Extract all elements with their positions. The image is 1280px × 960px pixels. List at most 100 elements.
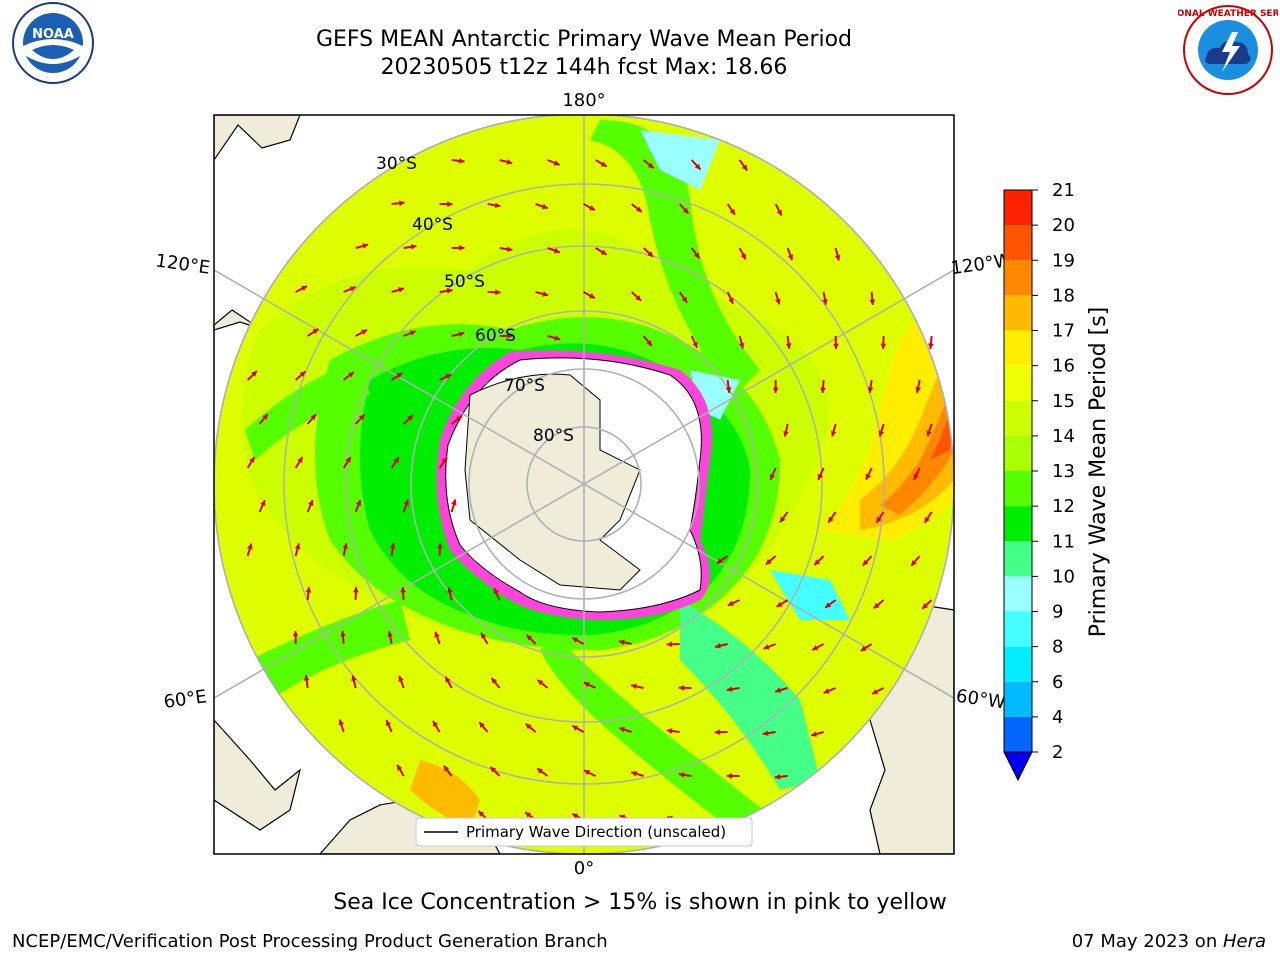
colorbar-block — [1004, 295, 1032, 331]
wave-arrow-head — [878, 430, 885, 437]
wave-arrow-head — [862, 559, 869, 566]
wave-arrow-head — [553, 247, 560, 254]
wave-arrow-head — [682, 207, 689, 214]
colorbar-block — [1004, 611, 1032, 647]
colorbar-tick-label: 12 — [1052, 496, 1075, 517]
wave-arrow-head — [774, 773, 781, 780]
wave-arrow-head — [491, 677, 498, 684]
wave-arrow-head — [787, 254, 794, 261]
colorbar-tick-label: 15 — [1052, 391, 1075, 412]
wave-arrow-head — [635, 206, 642, 213]
wave-arrow-head — [494, 202, 501, 209]
wave-arrow-head — [775, 687, 782, 693]
wave-arrow-head — [398, 287, 405, 293]
colorbar-tick-label: 14 — [1052, 426, 1075, 447]
wave-arrow-head — [446, 288, 453, 294]
wave-arrow-head — [726, 686, 733, 693]
colorbar-block — [1004, 681, 1032, 717]
wave-arrow-head — [478, 810, 485, 817]
wave-arrow-head — [358, 414, 365, 421]
wave-arrow-head — [525, 723, 532, 730]
wave-arrow-head — [347, 372, 354, 378]
wave-arrow-head — [307, 500, 314, 506]
wave-arrow-head — [396, 372, 403, 379]
colorbar: 2 4 6 8 9 10 11 12 13 14 15 16 17 18 19 20 21 Primary Wa… — [1003, 180, 1111, 782]
colorbar-block — [1004, 506, 1032, 542]
wave-arrow-head — [407, 415, 414, 421]
wave-arrow-head — [525, 812, 532, 818]
wave-arrow-head — [349, 286, 356, 292]
wave-arrow-head — [873, 602, 880, 609]
wave-arrow-head — [714, 642, 721, 649]
colorbar-tick-label: 16 — [1052, 356, 1075, 377]
colorbar-tick-label: 13 — [1052, 461, 1075, 482]
wave-arrow-head — [589, 205, 596, 211]
wave-arrow-head — [775, 298, 781, 305]
wave-arrow-head — [297, 456, 303, 463]
wave-arrow-head — [507, 332, 513, 339]
colorbar-block — [1004, 190, 1032, 226]
wave-arrow-head — [537, 768, 544, 774]
colorbar-block — [1004, 435, 1032, 471]
wave-arrow-head — [553, 160, 560, 166]
colorbar-tick-label: 6 — [1052, 672, 1063, 693]
wave-arrow-head — [924, 516, 930, 523]
wave-arrow-head — [635, 295, 642, 301]
wave-arrow-head — [447, 587, 453, 594]
wave-arrow-head — [481, 632, 487, 639]
wave-arrow-head — [247, 543, 253, 550]
wave-arrow-head — [312, 328, 319, 335]
wave-arrow-head — [447, 201, 453, 208]
map-area: Primary Wave Direction (unscaled) — [214, 115, 954, 854]
wave-arrow-head — [922, 603, 928, 609]
noaa-logo-text: NOAA — [32, 27, 74, 42]
wave-arrow-head — [776, 601, 783, 607]
wave-arrow-head — [725, 387, 732, 393]
wave-arrow-head — [342, 543, 349, 550]
wave-arrow-head — [385, 720, 392, 727]
wave-arrow-head — [458, 331, 465, 338]
wave-arrow-head — [294, 543, 301, 550]
wave-arrow-head — [693, 252, 700, 259]
wave-arrow-head — [434, 631, 440, 638]
lon-label-120e: 120°E — [154, 250, 211, 278]
wave-arrow-head — [441, 457, 448, 464]
wave-arrow-head — [432, 720, 439, 727]
wave-arrow-head — [410, 243, 417, 250]
wave-arrow-head — [678, 685, 684, 691]
wave-arrow-head — [769, 473, 776, 480]
map-frame — [213, 114, 955, 855]
wave-arrow-head — [600, 161, 607, 167]
chart-title: GEFS MEAN Antarctic Primary Wave Mean Pe… — [315, 27, 853, 52]
chart-subtitle: 20230505 t12z 144h fcst Max: 18.66 — [380, 55, 788, 80]
wave-arrow-head — [301, 285, 308, 291]
footer-date: 07 May 2023 on Hera — [1072, 931, 1266, 952]
wave-arrow-head — [830, 430, 837, 437]
wave-arrow-head — [600, 249, 607, 255]
wave-arrow-head — [362, 243, 369, 249]
wave-arrow-head — [692, 341, 698, 348]
wave-arrow-head — [828, 516, 834, 523]
wave-arrow-head — [763, 644, 770, 650]
wave-arrow-head — [619, 814, 626, 820]
lon-label-0: 0° — [574, 858, 594, 879]
wave-arrow-head — [811, 731, 817, 737]
wave-arrow-head — [292, 631, 299, 637]
wave-arrow-head — [765, 558, 772, 565]
wave-arrow-head — [443, 765, 450, 772]
wave-arrow-head — [865, 473, 871, 480]
wave-arrow-head — [459, 158, 465, 164]
wave-arrow-head — [726, 773, 732, 779]
wave-arrow-head — [869, 299, 876, 305]
wave-arrow-head — [400, 587, 406, 593]
wave-arrow-head — [666, 641, 673, 648]
wave-arrow-head — [456, 416, 463, 422]
wave-arrow-head — [451, 499, 457, 506]
wave-arrow-head — [572, 725, 579, 731]
wave-arrow-head — [251, 370, 257, 377]
wave-arrow-head — [915, 387, 921, 393]
wave-arrow-head — [495, 289, 501, 296]
lat-label-50s: 50°S — [444, 272, 485, 292]
colorbar-tick-label: 19 — [1052, 250, 1075, 271]
